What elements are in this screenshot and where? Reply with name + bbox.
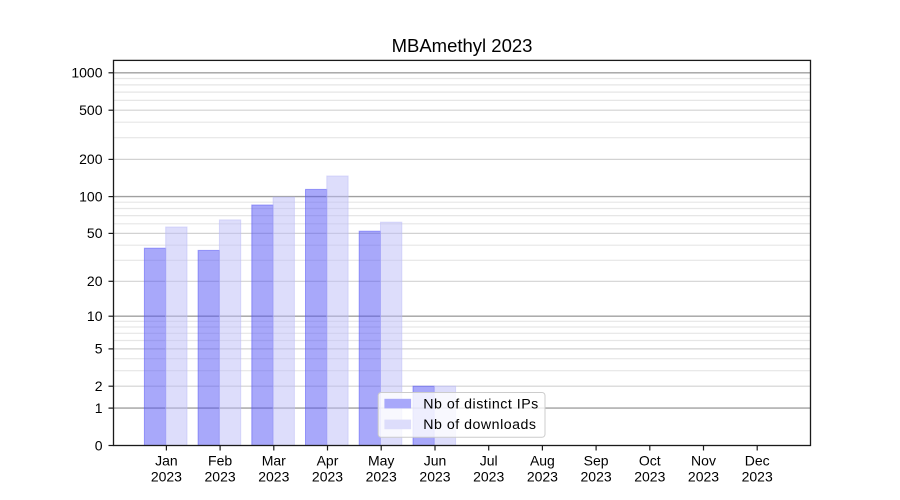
svg-text:2: 2 — [95, 378, 103, 394]
svg-text:Jan: Jan — [155, 452, 178, 468]
svg-text:2023: 2023 — [419, 469, 450, 485]
svg-text:Nov: Nov — [691, 452, 716, 468]
svg-text:Aug: Aug — [530, 452, 555, 468]
svg-text:MBAmethyl 2023: MBAmethyl 2023 — [392, 35, 533, 56]
svg-text:10: 10 — [87, 308, 103, 324]
svg-text:2023: 2023 — [688, 469, 719, 485]
svg-text:Apr: Apr — [317, 452, 339, 468]
svg-text:2023: 2023 — [258, 469, 289, 485]
svg-text:0: 0 — [95, 437, 103, 453]
svg-text:100: 100 — [79, 188, 103, 204]
svg-text:2023: 2023 — [205, 469, 236, 485]
svg-text:2023: 2023 — [634, 469, 665, 485]
svg-text:5: 5 — [95, 341, 103, 357]
svg-text:2023: 2023 — [473, 469, 504, 485]
svg-text:Feb: Feb — [208, 452, 232, 468]
svg-text:50: 50 — [87, 225, 103, 241]
svg-text:Jul: Jul — [480, 452, 498, 468]
svg-text:200: 200 — [79, 151, 103, 167]
svg-text:Mar: Mar — [262, 452, 286, 468]
svg-text:Oct: Oct — [639, 452, 661, 468]
svg-text:1: 1 — [95, 400, 103, 416]
svg-text:2023: 2023 — [312, 469, 343, 485]
svg-text:500: 500 — [79, 102, 103, 118]
svg-text:2023: 2023 — [527, 469, 558, 485]
svg-text:May: May — [368, 452, 394, 468]
svg-text:20: 20 — [87, 273, 103, 289]
svg-text:2023: 2023 — [742, 469, 773, 485]
svg-text:Nb of distinct IPs: Nb of distinct IPs — [423, 396, 538, 412]
svg-text:Dec: Dec — [745, 452, 770, 468]
svg-text:Sep: Sep — [584, 452, 609, 468]
svg-text:Nb of downloads: Nb of downloads — [423, 417, 536, 433]
svg-text:1000: 1000 — [71, 65, 102, 81]
svg-text:2023: 2023 — [151, 469, 182, 485]
svg-text:Jun: Jun — [424, 452, 447, 468]
svg-text:2023: 2023 — [581, 469, 612, 485]
svg-text:2023: 2023 — [366, 469, 397, 485]
